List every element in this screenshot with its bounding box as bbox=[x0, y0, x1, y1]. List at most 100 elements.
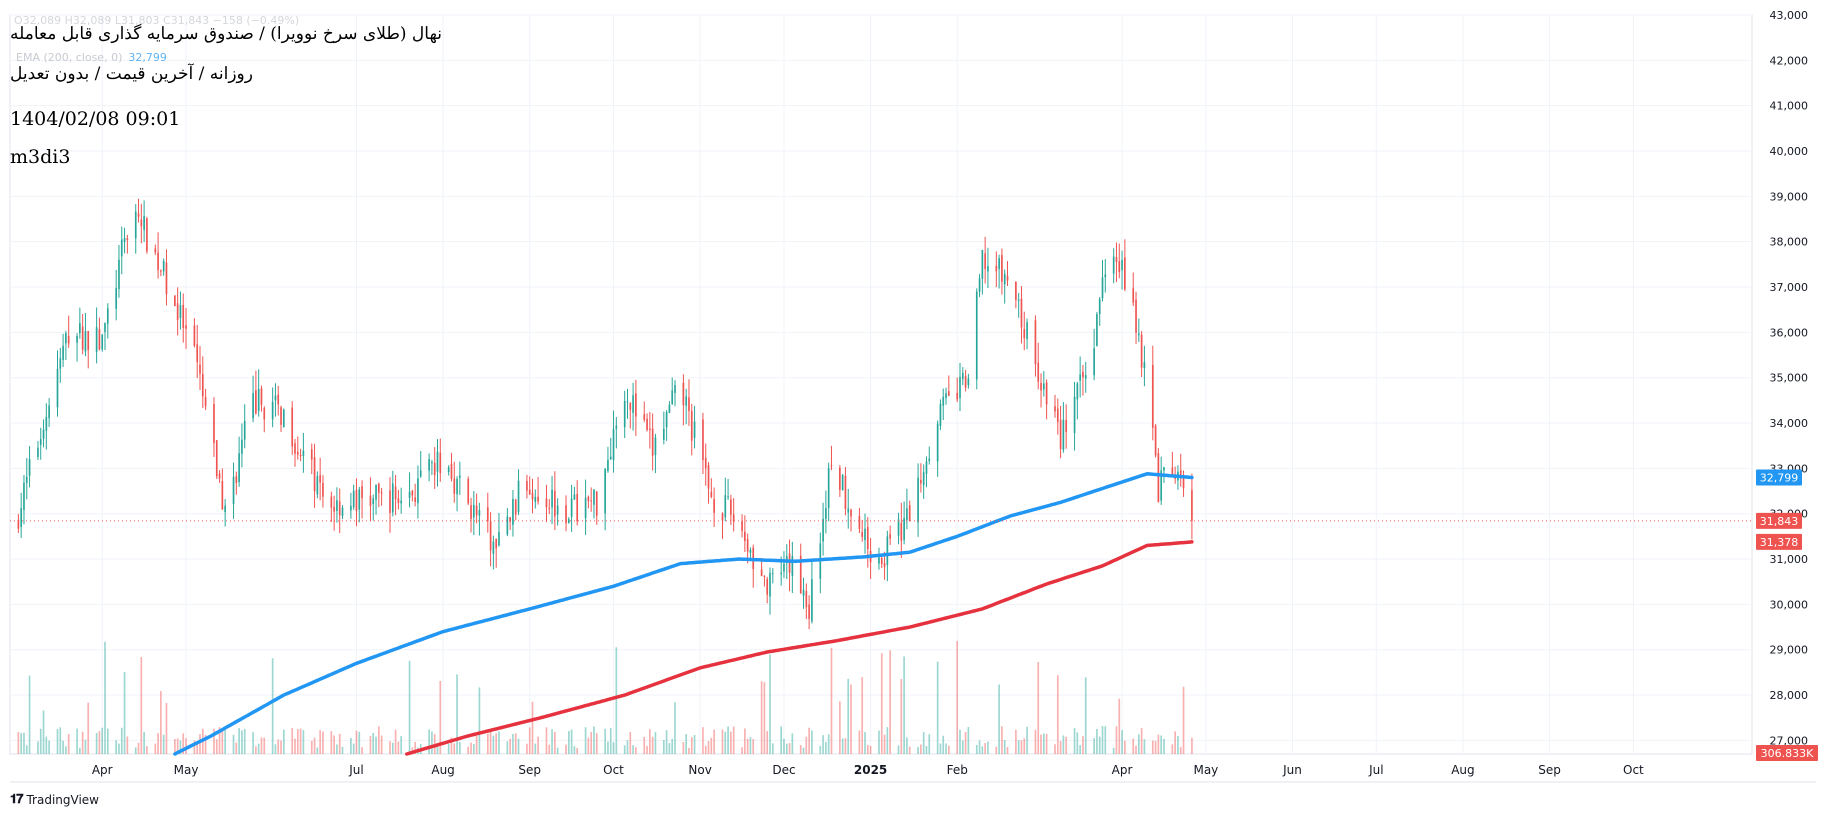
candle-body bbox=[1098, 299, 1101, 315]
price-badge-label: 31,843 bbox=[1760, 515, 1799, 528]
volume-bar bbox=[1157, 734, 1160, 754]
volume-bar bbox=[590, 732, 593, 754]
volume-bar bbox=[531, 701, 534, 754]
candle-body bbox=[847, 508, 850, 513]
candle-body bbox=[350, 505, 352, 511]
x-tick-label: 2025 bbox=[854, 763, 887, 777]
volume-bar bbox=[48, 740, 50, 754]
candle-body bbox=[766, 578, 769, 595]
candle-body bbox=[841, 475, 844, 490]
volume-bar bbox=[721, 729, 724, 754]
volume-bar bbox=[769, 654, 771, 754]
candle-body bbox=[967, 378, 970, 386]
volume-bar bbox=[361, 747, 363, 754]
volume-bar bbox=[439, 680, 442, 754]
volume-bar bbox=[104, 641, 106, 754]
volume-bar bbox=[1037, 662, 1040, 754]
volume-bar bbox=[643, 736, 646, 754]
candle-body bbox=[612, 428, 615, 460]
candle-body bbox=[1037, 362, 1040, 382]
candle-body bbox=[81, 326, 84, 350]
candle-body bbox=[769, 572, 771, 597]
volume-bar bbox=[492, 735, 495, 754]
candle-body bbox=[42, 429, 45, 439]
volume-bar bbox=[277, 739, 280, 754]
x-tick-label: Feb bbox=[947, 763, 968, 777]
volume-bar bbox=[822, 735, 824, 754]
x-tick-label: Apr bbox=[92, 763, 113, 777]
candle-body bbox=[1023, 328, 1026, 339]
candle-body bbox=[23, 482, 25, 510]
candle-body bbox=[886, 536, 889, 565]
volume-bar bbox=[766, 731, 769, 754]
volume-bar bbox=[221, 730, 224, 754]
volume-bar bbox=[702, 727, 704, 754]
volume-bar bbox=[635, 747, 637, 754]
volume-bar bbox=[489, 731, 492, 754]
volume-bar bbox=[604, 728, 606, 754]
volume-bar bbox=[1040, 734, 1042, 754]
y-tick-label: 27,000 bbox=[1770, 734, 1809, 747]
volume-bar bbox=[252, 732, 254, 754]
volume-bar bbox=[866, 745, 869, 754]
candle-body bbox=[1132, 288, 1135, 303]
candle-body bbox=[459, 475, 461, 478]
volume-bar bbox=[162, 734, 165, 754]
candle-body bbox=[1065, 420, 1068, 433]
volume-bar bbox=[945, 743, 947, 754]
candle-body bbox=[534, 496, 537, 502]
tradingview-brand[interactable]: 𝟏𝟕 TradingView bbox=[10, 792, 99, 807]
volume-bar bbox=[372, 732, 375, 754]
x-tick-label: Jul bbox=[1368, 763, 1383, 777]
volume-bar bbox=[377, 726, 380, 754]
candle-body bbox=[724, 495, 727, 518]
candle-body bbox=[531, 492, 534, 500]
candle-body bbox=[498, 531, 500, 546]
ema-legend[interactable]: EMA (200, close, 0) 32,799 bbox=[16, 51, 167, 64]
candle-body bbox=[858, 515, 861, 529]
price-badge-bg bbox=[1756, 533, 1802, 550]
candle-body bbox=[28, 459, 31, 476]
volume-bar bbox=[551, 729, 553, 754]
candle-body bbox=[744, 531, 746, 541]
candle-body bbox=[414, 497, 416, 502]
x-tick-label: Aug bbox=[431, 763, 454, 777]
candle-body bbox=[732, 514, 735, 522]
volume-bar bbox=[302, 730, 305, 754]
candle-body bbox=[98, 329, 101, 350]
candle-body bbox=[1073, 396, 1076, 433]
candle-body bbox=[649, 428, 651, 431]
volume-bar bbox=[1154, 740, 1157, 754]
candle-body bbox=[788, 553, 791, 573]
volume-bar bbox=[827, 734, 830, 754]
volume-bar bbox=[182, 733, 185, 754]
candle-body bbox=[690, 411, 693, 441]
candle-body bbox=[548, 508, 551, 510]
candle-body bbox=[391, 483, 394, 513]
candle-body bbox=[319, 475, 321, 483]
volume-bar bbox=[310, 740, 313, 754]
price-badge-bg bbox=[1756, 512, 1802, 529]
volume-bar bbox=[791, 733, 794, 754]
time-axis[interactable]: Apr May Jul Aug Sep Oct Nov Dec 2025 Feb Apr May Jun… bbox=[92, 763, 1644, 777]
candle-body bbox=[1191, 490, 1193, 521]
candle-body bbox=[296, 451, 299, 455]
candle-body bbox=[101, 334, 104, 350]
volume-bar bbox=[1065, 736, 1068, 754]
volume-bar bbox=[137, 742, 140, 754]
candle-body bbox=[411, 490, 414, 496]
volume-bar bbox=[95, 733, 98, 754]
volume-bar bbox=[59, 727, 62, 754]
volume-bar bbox=[788, 743, 791, 754]
price-badge-label: 31,378 bbox=[1760, 536, 1799, 549]
volume-bar bbox=[338, 733, 341, 754]
volume-bar bbox=[87, 702, 90, 754]
candle-body bbox=[157, 252, 159, 271]
chart-grid bbox=[9, 14, 1816, 783]
price-axis[interactable]: 43,000 42,000 41,000 40,000 39,000 38,000 37,0… bbox=[1770, 9, 1809, 747]
candle-body bbox=[517, 480, 520, 512]
candle-body bbox=[646, 418, 648, 430]
candle-body bbox=[1003, 273, 1006, 285]
volume-bar bbox=[612, 742, 615, 754]
